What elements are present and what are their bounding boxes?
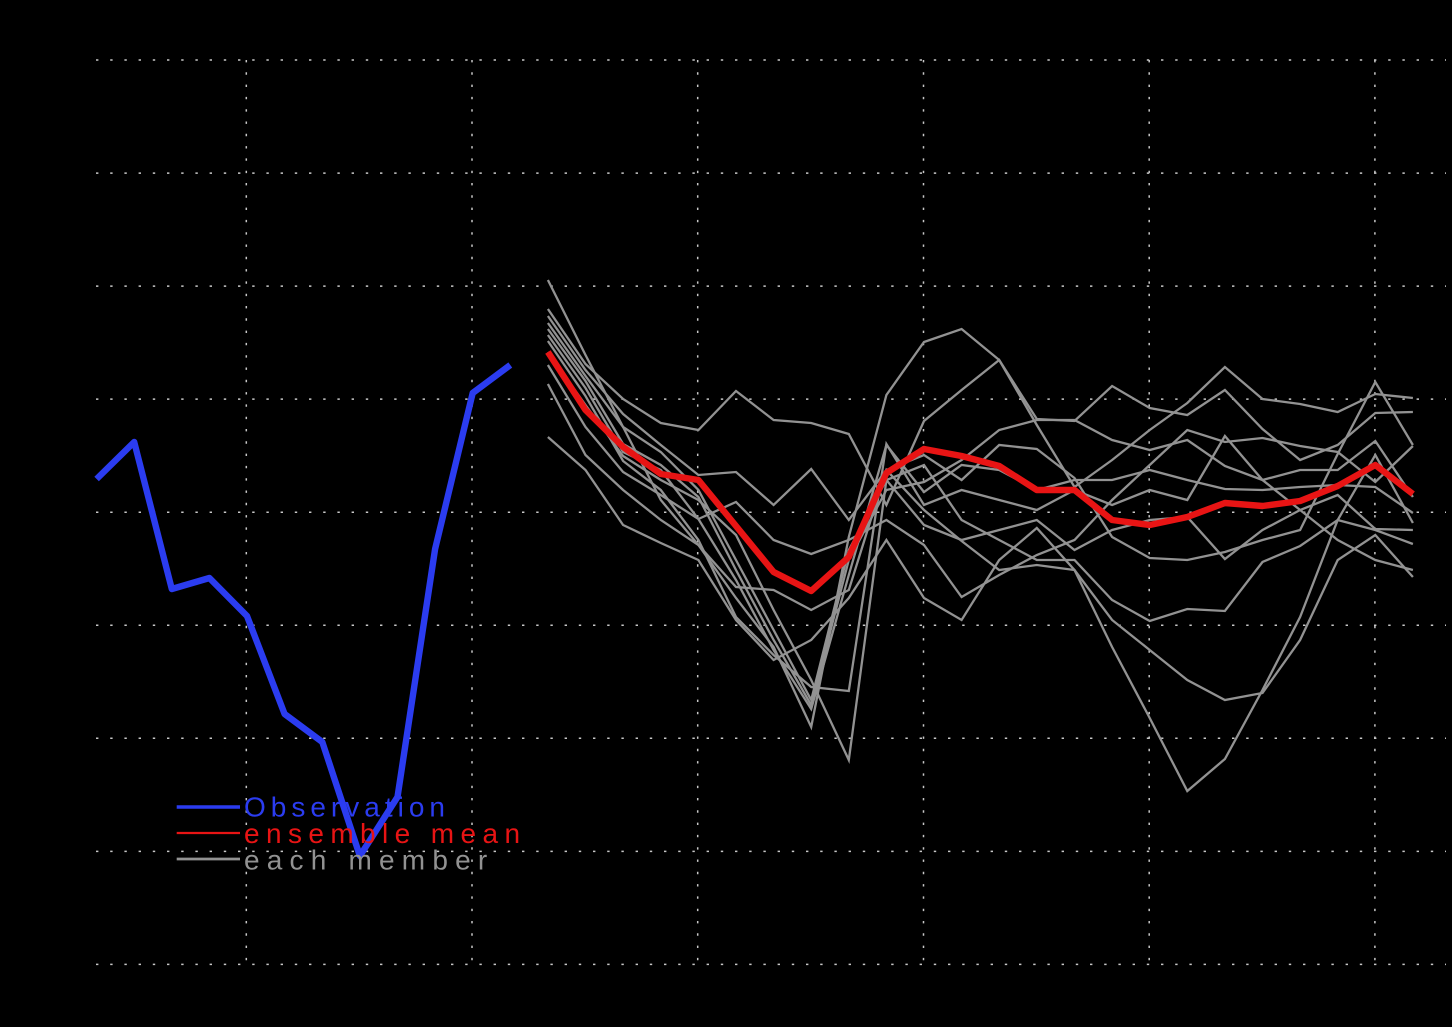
svg-text:ensemble mean: ensemble mean xyxy=(244,818,526,849)
svg-text:Observation: Observation xyxy=(244,792,450,823)
svg-text:each member: each member xyxy=(244,845,494,876)
